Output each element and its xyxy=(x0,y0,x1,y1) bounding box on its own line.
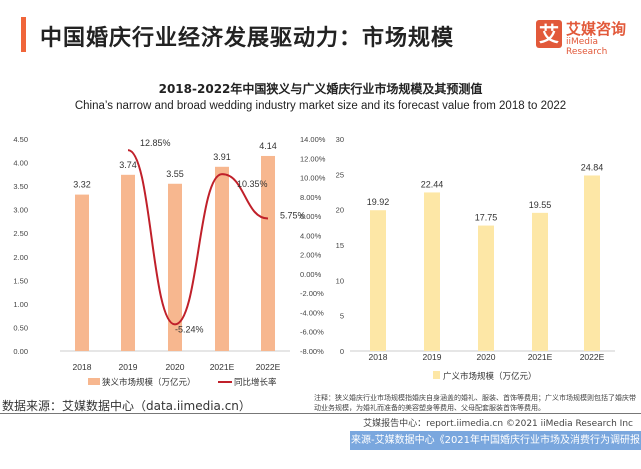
growth-line xyxy=(127,149,269,326)
bar-broad xyxy=(424,192,440,351)
x-tick-label: 2021E xyxy=(528,352,553,362)
x-tick-label: 2020 xyxy=(477,352,496,362)
y-tick-label: 25 xyxy=(336,170,344,179)
bar-broad xyxy=(370,210,386,351)
chart-subtitle: China’s narrow and broad wedding industr… xyxy=(74,100,567,112)
y-tick-label: 10 xyxy=(336,276,344,285)
title-accent-bar xyxy=(21,17,26,52)
y-tick-label: 4.00 xyxy=(13,159,28,168)
x-tick-label: 2018 xyxy=(369,352,388,362)
data-label: 19.92 xyxy=(367,197,390,207)
bar-narrow xyxy=(261,155,275,351)
y-tick-label: 2.00 xyxy=(13,253,28,262)
y2-tick-label: -6.00% xyxy=(300,328,324,337)
growth-label: -5.24% xyxy=(175,324,204,334)
logo-subtext: iiMedia Research xyxy=(566,37,608,57)
y2-tick-label: 4.00% xyxy=(300,231,322,240)
bar-broad xyxy=(584,175,600,351)
x-tick-label: 2022E xyxy=(256,362,281,372)
y2-tick-label: 6.00% xyxy=(300,212,322,221)
logo-mark: 艾 xyxy=(536,20,562,48)
y-tick-label: 0.50 xyxy=(13,323,28,332)
divider xyxy=(0,413,641,414)
data-label: 3.74 xyxy=(119,160,137,170)
data-label: 17.75 xyxy=(475,213,498,223)
legend-swatch-broad xyxy=(433,371,440,379)
growth-label: 10.35% xyxy=(237,179,268,189)
y2-tick-label: -2.00% xyxy=(300,289,324,298)
chart-title: 2018-2022年中国狭义与广义婚庆行业市场规模及其预测值 xyxy=(158,82,483,96)
legend-swatch-narrow xyxy=(88,378,100,385)
y2-tick-label: 0.00% xyxy=(300,270,322,279)
charts: 0.00 0.50 1.00 1.50 2.00 2.50 3.00 3.50 4.00 4.50… xyxy=(13,135,615,387)
y-tick-label: 0.00 xyxy=(13,347,28,356)
report-center: 艾媒报告中心：report.iimedia.cn ©2021 iiMedia R… xyxy=(363,419,633,429)
data-label: 19.55 xyxy=(529,200,552,210)
x-tick-label: 2019 xyxy=(119,362,138,372)
y-tick-label: 30 xyxy=(336,135,344,144)
y-tick-label: 20 xyxy=(336,206,344,215)
y-tick-label: 5 xyxy=(340,312,344,321)
y-tick-label: 3.00 xyxy=(13,206,28,215)
x-tick-label: 2019 xyxy=(423,352,442,362)
data-label: 3.55 xyxy=(166,169,184,179)
x-tick-label: 2022E xyxy=(580,352,605,362)
y-tick-label: 2.50 xyxy=(13,229,28,238)
y-tick-label: 1.00 xyxy=(13,300,28,309)
bar-broad xyxy=(478,225,494,351)
data-label: 4.14 xyxy=(259,141,277,151)
growth-label: 12.85% xyxy=(140,138,171,148)
y2-tick-label: -8.00% xyxy=(300,347,324,356)
bar-narrow xyxy=(168,183,182,351)
y2-tick-label: 2.00% xyxy=(300,251,322,260)
bar-broad xyxy=(532,212,548,351)
y-tick-label: 15 xyxy=(336,241,344,250)
data-label: 24.84 xyxy=(581,162,604,172)
chart-note: 注释：狭义婚庆行业市场规模指婚庆自身涵盖的婚礼、服装、首饰等费用；广义市场规模则… xyxy=(314,394,636,412)
data-label: 3.91 xyxy=(213,152,231,162)
x-tick-label: 2020 xyxy=(166,362,185,372)
y2-tick-label: 8.00% xyxy=(300,193,322,202)
source-banner: 来源-艾媒数据中心《2021年中国婚庆行业市场及消费行为调研报告》 xyxy=(350,431,641,465)
legend-label-growth: 同比增长率 xyxy=(234,377,277,387)
data-label: 22.44 xyxy=(421,179,444,189)
data-label: 3.32 xyxy=(73,180,91,190)
x-tick-label: 2021E xyxy=(210,362,235,372)
data-source: 数据来源：艾媒数据中心（data.iimedia.cn） xyxy=(2,399,251,413)
logo-text: 艾媒咨询 xyxy=(566,20,627,38)
y-tick-label: 4.50 xyxy=(13,135,28,144)
y-tick-label: 3.50 xyxy=(13,182,28,191)
legend-label-narrow: 狭义市场规模（万亿元） xyxy=(102,377,196,387)
bar-narrow xyxy=(215,166,229,351)
x-tick-label: 2018 xyxy=(73,362,92,372)
y2-tick-label: 10.00% xyxy=(300,174,326,183)
y-tick-label: 0 xyxy=(340,347,344,356)
y2-tick-label: 12.00% xyxy=(300,154,326,163)
page-title: 中国婚庆行业经济发展驱动力：市场规模 xyxy=(40,26,455,51)
growth-label: 5.75% xyxy=(280,211,306,221)
y2-tick-label: 14.00% xyxy=(300,135,326,144)
y-tick-label: 1.50 xyxy=(13,276,28,285)
bar-narrow xyxy=(121,174,135,351)
legend-label-broad: 广义市场规模（万亿元） xyxy=(443,371,537,381)
y2-tick-label: -4.00% xyxy=(300,308,324,317)
bar-narrow xyxy=(75,194,89,351)
